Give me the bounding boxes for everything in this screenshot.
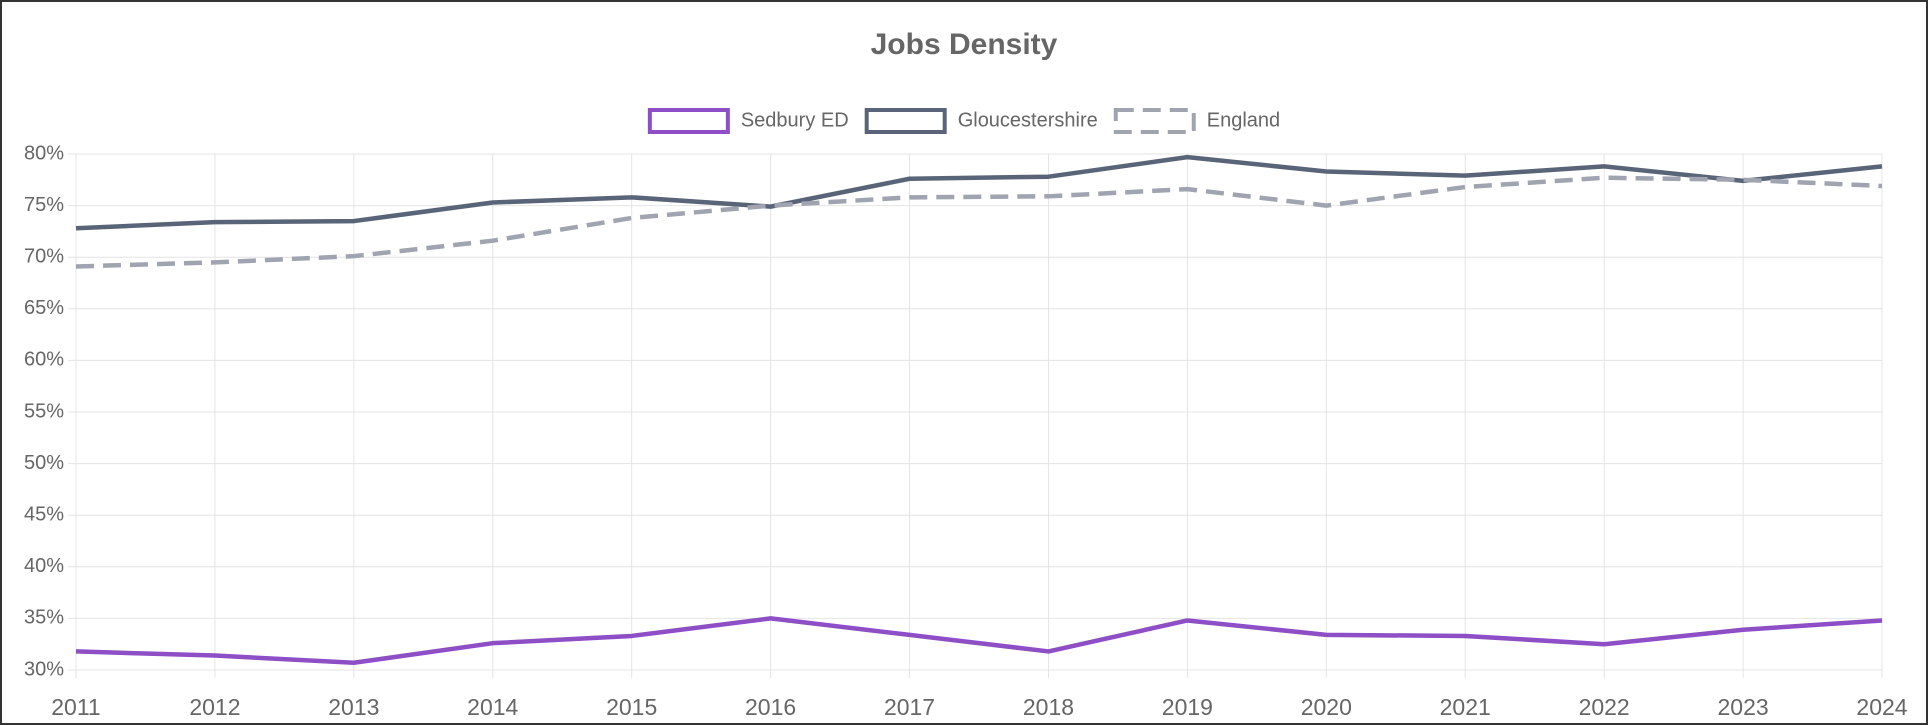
series-line — [75, 616, 1883, 666]
y-tick-label: 60% — [24, 349, 64, 371]
x-tick-label: 2014 — [467, 694, 518, 720]
y-tick-label: 35% — [24, 607, 64, 629]
x-tick-label: 2016 — [745, 694, 796, 720]
series-line — [75, 175, 1883, 269]
y-tick-label: 75% — [24, 194, 64, 216]
x-tick-label: 2015 — [606, 694, 657, 720]
legend-swatch — [1113, 108, 1196, 134]
y-tick-label: 30% — [24, 658, 64, 680]
x-tick-label: 2023 — [1717, 694, 1768, 720]
chart-title: Jobs Density — [871, 28, 1058, 61]
x-tick-label: 2017 — [884, 694, 935, 720]
series-line — [75, 154, 1883, 231]
x-tick-label: 2012 — [189, 694, 240, 720]
y-tick-label: 55% — [24, 400, 64, 422]
legend-swatch — [647, 108, 730, 134]
legend-label: Gloucestershire — [958, 109, 1098, 131]
x-tick-label: 2022 — [1579, 694, 1630, 720]
legend-swatch — [864, 108, 947, 134]
y-tick-label: 70% — [24, 245, 64, 267]
legend-label: Sedbury ED — [741, 109, 849, 131]
y-tick-label: 65% — [24, 297, 64, 319]
x-tick-label: 2019 — [1162, 694, 1213, 720]
x-tick-label: 2024 — [1856, 694, 1907, 720]
y-tick-label: 45% — [24, 503, 64, 525]
y-tick-label: 50% — [24, 452, 64, 474]
y-tick-label: 40% — [24, 555, 64, 577]
x-tick-label: 2013 — [328, 694, 379, 720]
legend-label: England — [1207, 109, 1280, 131]
x-tick-label: 2020 — [1301, 694, 1352, 720]
y-tick-label: 80% — [24, 142, 64, 164]
x-tick-label: 2011 — [51, 694, 100, 720]
x-tick-label: 2021 — [1440, 694, 1491, 720]
x-tick-label: 2018 — [1023, 694, 1074, 720]
